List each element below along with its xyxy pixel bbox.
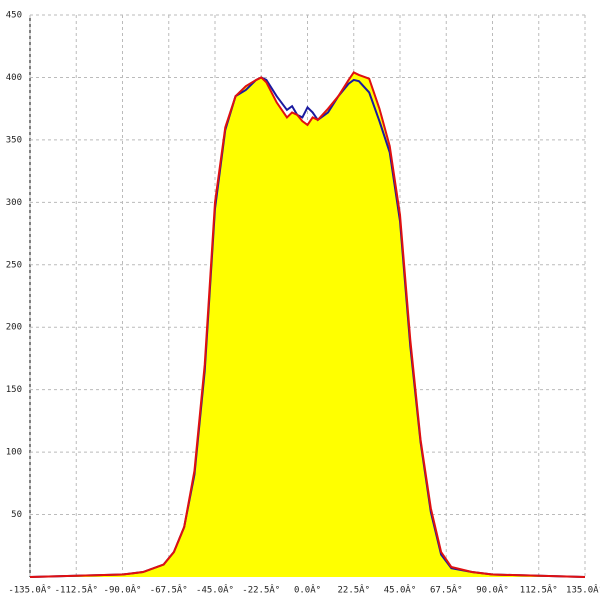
x-tick-label: 67.5Â° [430, 584, 463, 596]
x-tick-label: 22.5Â° [337, 584, 370, 596]
y-tick-label: 250 [6, 260, 22, 270]
x-tick-label: -22.5Â° [242, 584, 280, 596]
area-fill [30, 72, 585, 578]
x-tick-label: -67.5Â° [150, 584, 188, 596]
y-tick-label: 200 [6, 323, 22, 333]
x-tick-label: 90.0Â° [476, 584, 509, 596]
x-tick-label: -90.0Â° [104, 584, 142, 596]
y-tick-label: 400 [6, 73, 22, 83]
x-tick-label: 112.5Â° [520, 584, 558, 596]
x-tick-label: 45.0Â° [384, 584, 417, 596]
y-tick-label: 300 [6, 198, 22, 208]
y-tick-label: 100 [6, 448, 22, 458]
y-tick-label: 50 [11, 510, 22, 520]
x-tick-label: 0.0Â° [294, 584, 321, 596]
x-tick-label: -112.5Â° [55, 584, 98, 596]
x-tick-label: -135.0Â° [8, 584, 51, 596]
y-tick-label: 150 [6, 385, 22, 395]
y-tick-label: 450 [6, 11, 22, 21]
x-tick-label: -45.0Â° [196, 584, 234, 596]
y-tick-label: 350 [6, 135, 22, 145]
line [29, 71, 586, 578]
x-tick-label: 135.0Â° [566, 584, 600, 596]
